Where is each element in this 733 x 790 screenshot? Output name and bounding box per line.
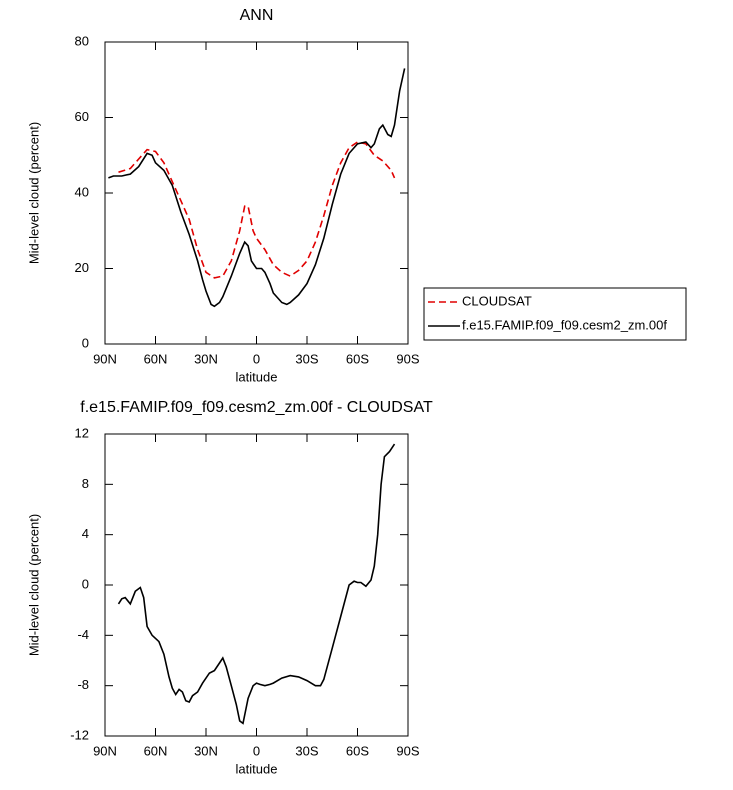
x-tick-label: 30S: [295, 351, 318, 366]
x-axis-label: latitude: [236, 369, 278, 384]
x-tick-label: 90N: [93, 743, 117, 758]
x-tick-label: 30S: [295, 743, 318, 758]
x-tick-label: 90N: [93, 351, 117, 366]
data-line: [108, 68, 406, 308]
plot-frame: [104, 433, 409, 737]
y-tick-label: 0: [82, 576, 89, 591]
x-tick-label: 30N: [194, 743, 218, 758]
chart-title: f.e15.FAMIP.f09_f09.cesm2_zm.00f - CLOUD…: [80, 399, 433, 416]
legend-label: f.e15.FAMIP.f09_f09.cesm2_zm.00f: [462, 317, 667, 332]
x-tick-label: 60S: [346, 743, 369, 758]
x-axis-label: latitude: [236, 761, 278, 776]
legend-frame: [423, 287, 687, 341]
legend-label: CLOUDSAT: [462, 293, 532, 308]
y-tick-label: 4: [82, 526, 89, 541]
y-tick-label: 0: [82, 335, 89, 350]
x-tick-label: 60N: [144, 351, 168, 366]
y-tick-label: 60: [75, 109, 89, 124]
y-axis-label: Mid-level cloud (percent): [26, 122, 41, 264]
x-tick-label: 0: [253, 351, 260, 366]
y-tick-label: -8: [77, 677, 89, 692]
y-tick-label: 12: [75, 425, 89, 440]
plot-frame: [104, 41, 409, 345]
y-tick-label: 8: [82, 476, 89, 491]
y-axis-label: Mid-level cloud (percent): [26, 514, 41, 656]
y-tick-label: -4: [77, 627, 89, 642]
y-tick-label: 20: [75, 260, 89, 275]
y-tick-label: 80: [75, 33, 89, 48]
y-tick-label: 40: [75, 184, 89, 199]
data-line: [118, 141, 396, 279]
x-tick-label: 90S: [396, 743, 419, 758]
y-tick-label: -12: [70, 727, 89, 742]
x-tick-label: 90S: [396, 351, 419, 366]
x-tick-label: 60N: [144, 743, 168, 758]
data-line: [117, 443, 396, 725]
x-tick-label: 60S: [346, 351, 369, 366]
chart-title: ANN: [240, 7, 274, 24]
x-tick-label: 0: [253, 743, 260, 758]
x-tick-label: 30N: [194, 351, 218, 366]
